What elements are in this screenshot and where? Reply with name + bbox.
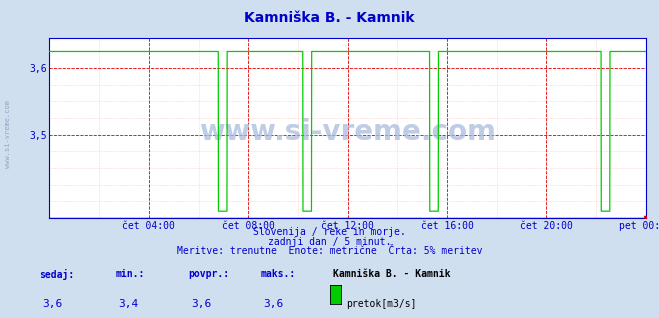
Text: 3,6: 3,6 [191, 299, 211, 309]
Text: Slovenija / reke in morje.: Slovenija / reke in morje. [253, 227, 406, 237]
Text: Kamniška B. - Kamnik: Kamniška B. - Kamnik [333, 269, 450, 279]
Text: 3,6: 3,6 [264, 299, 283, 309]
Text: pretok[m3/s]: pretok[m3/s] [346, 299, 416, 309]
Text: sedaj:: sedaj: [40, 269, 74, 280]
Text: www.si-vreme.com: www.si-vreme.com [199, 118, 496, 146]
Text: min.:: min.: [115, 269, 145, 279]
Text: maks.:: maks.: [260, 269, 295, 279]
Text: Meritve: trenutne  Enote: metrične  Črta: 5% meritev: Meritve: trenutne Enote: metrične Črta: … [177, 246, 482, 256]
Text: Kamniška B. - Kamnik: Kamniška B. - Kamnik [244, 11, 415, 25]
Text: www.si-vreme.com: www.si-vreme.com [5, 100, 11, 168]
Text: 3,6: 3,6 [43, 299, 63, 309]
Text: zadnji dan / 5 minut.: zadnji dan / 5 minut. [268, 237, 391, 247]
Text: 3,4: 3,4 [119, 299, 138, 309]
Text: povpr.:: povpr.: [188, 269, 229, 279]
